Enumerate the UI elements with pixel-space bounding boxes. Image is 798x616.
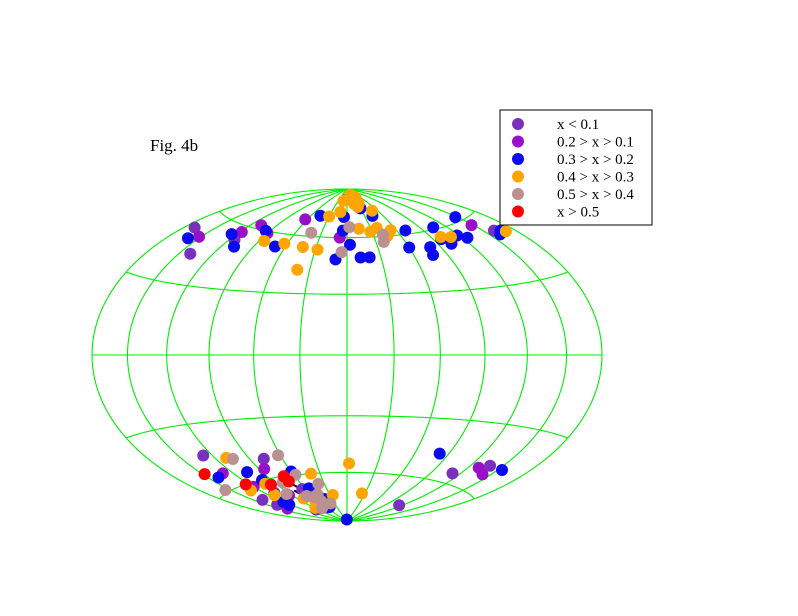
data-point-series-0 bbox=[184, 247, 197, 260]
data-points bbox=[181, 188, 512, 526]
data-point-series-0 bbox=[256, 493, 269, 506]
data-point-series-2 bbox=[363, 251, 376, 264]
data-point-series-3 bbox=[434, 230, 447, 243]
legend-marker bbox=[512, 118, 524, 130]
legend-marker bbox=[512, 170, 524, 183]
parallel-line bbox=[125, 271, 569, 295]
legend-entry-label: x < 0.1 bbox=[557, 117, 599, 133]
data-point-series-2 bbox=[433, 447, 446, 460]
data-point-series-0 bbox=[446, 467, 459, 480]
legend-entry-label: x > 0.5 bbox=[557, 205, 599, 221]
legend-box bbox=[499, 109, 653, 226]
data-point-series-2 bbox=[212, 471, 225, 484]
data-point-series-3 bbox=[366, 204, 379, 217]
data-point-series-2 bbox=[241, 466, 254, 479]
data-point-series-2 bbox=[225, 228, 238, 241]
data-point-series-5 bbox=[282, 475, 295, 488]
data-point-series-2 bbox=[449, 211, 462, 224]
data-point-series-2 bbox=[399, 224, 412, 237]
legend-marker bbox=[512, 205, 524, 218]
data-point-series-1 bbox=[476, 468, 489, 481]
data-point-series-3 bbox=[311, 243, 324, 256]
data-point-series-2 bbox=[424, 241, 437, 254]
legend-entry-label: 0.3 > x > 0.2 bbox=[557, 152, 634, 168]
data-point-series-5 bbox=[198, 468, 211, 481]
legend-entry-label: 0.5 > x > 0.4 bbox=[557, 187, 634, 203]
data-point-series-2 bbox=[496, 464, 508, 477]
parallel-line bbox=[219, 210, 475, 239]
data-point-series-3 bbox=[343, 457, 356, 470]
data-point-series-1 bbox=[465, 219, 478, 232]
parallel-line bbox=[125, 415, 569, 439]
data-point-series-3 bbox=[444, 231, 457, 244]
data-point-series-2 bbox=[228, 240, 241, 253]
legend-marker bbox=[512, 135, 524, 148]
data-point-series-4 bbox=[226, 452, 239, 465]
data-point-series-3 bbox=[344, 188, 357, 201]
data-point-series-3 bbox=[258, 235, 271, 247]
data-point-series-4 bbox=[305, 226, 318, 239]
data-point-series-0 bbox=[393, 499, 406, 512]
data-point-series-2 bbox=[427, 221, 440, 234]
data-point-series-3 bbox=[296, 241, 309, 254]
data-point-series-2 bbox=[403, 241, 416, 254]
data-point-series-3 bbox=[364, 225, 377, 238]
data-point-series-3 bbox=[291, 263, 304, 276]
data-point-series-4 bbox=[377, 235, 390, 248]
data-point-series-3 bbox=[334, 205, 347, 218]
legend: x < 0.1 0.2 > x > 0.10.3 > x > 0.2 0.4 > x… bbox=[499, 109, 653, 226]
data-point-series-3 bbox=[268, 489, 281, 502]
data-point-series-0 bbox=[188, 221, 201, 234]
data-point-series-4 bbox=[343, 221, 356, 234]
data-point-series-2 bbox=[461, 231, 474, 244]
data-point-series-3 bbox=[305, 467, 318, 480]
data-point-series-2 bbox=[268, 240, 281, 253]
data-point-series-4 bbox=[335, 246, 348, 259]
data-point-series-4 bbox=[219, 483, 232, 496]
data-point-series-3 bbox=[499, 225, 512, 238]
data-point-series-3 bbox=[352, 222, 365, 235]
data-point-series-2 bbox=[259, 224, 272, 237]
data-point-series-0 bbox=[257, 452, 270, 465]
legend-entry-label: 0.2 > x > 0.1 bbox=[557, 135, 634, 151]
data-point-series-4 bbox=[312, 477, 325, 490]
data-point-series-0 bbox=[484, 459, 497, 472]
legend-marker bbox=[512, 153, 524, 165]
data-point-series-1 bbox=[258, 463, 271, 475]
data-point-series-2 bbox=[343, 238, 356, 251]
data-point-series-4 bbox=[280, 488, 293, 501]
figure-label: Fig. 4b bbox=[150, 136, 198, 155]
data-point-series-4 bbox=[324, 497, 337, 510]
data-point-series-2 bbox=[314, 209, 327, 222]
projection-grid bbox=[91, 188, 603, 522]
legend-entry-label: 0.4 > x > 0.3 bbox=[557, 170, 634, 186]
data-point-series-3 bbox=[278, 237, 291, 250]
data-point-series-5 bbox=[239, 478, 252, 491]
data-point-series-4 bbox=[272, 449, 285, 462]
data-point-series-5 bbox=[264, 478, 277, 491]
data-point-series-3 bbox=[351, 200, 364, 213]
data-point-series-2 bbox=[340, 513, 353, 526]
data-point-series-2 bbox=[181, 232, 194, 245]
data-point-series-1 bbox=[299, 213, 312, 226]
data-point-series-3 bbox=[355, 487, 368, 500]
data-point-series-2 bbox=[354, 251, 367, 264]
data-point-series-1 bbox=[235, 225, 248, 238]
data-point-series-2 bbox=[283, 498, 296, 511]
data-point-series-3 bbox=[323, 210, 336, 223]
data-point-series-1 bbox=[193, 230, 206, 243]
legend-marker bbox=[512, 188, 524, 200]
data-point-series-4 bbox=[311, 488, 324, 501]
data-point-series-0 bbox=[197, 449, 210, 462]
